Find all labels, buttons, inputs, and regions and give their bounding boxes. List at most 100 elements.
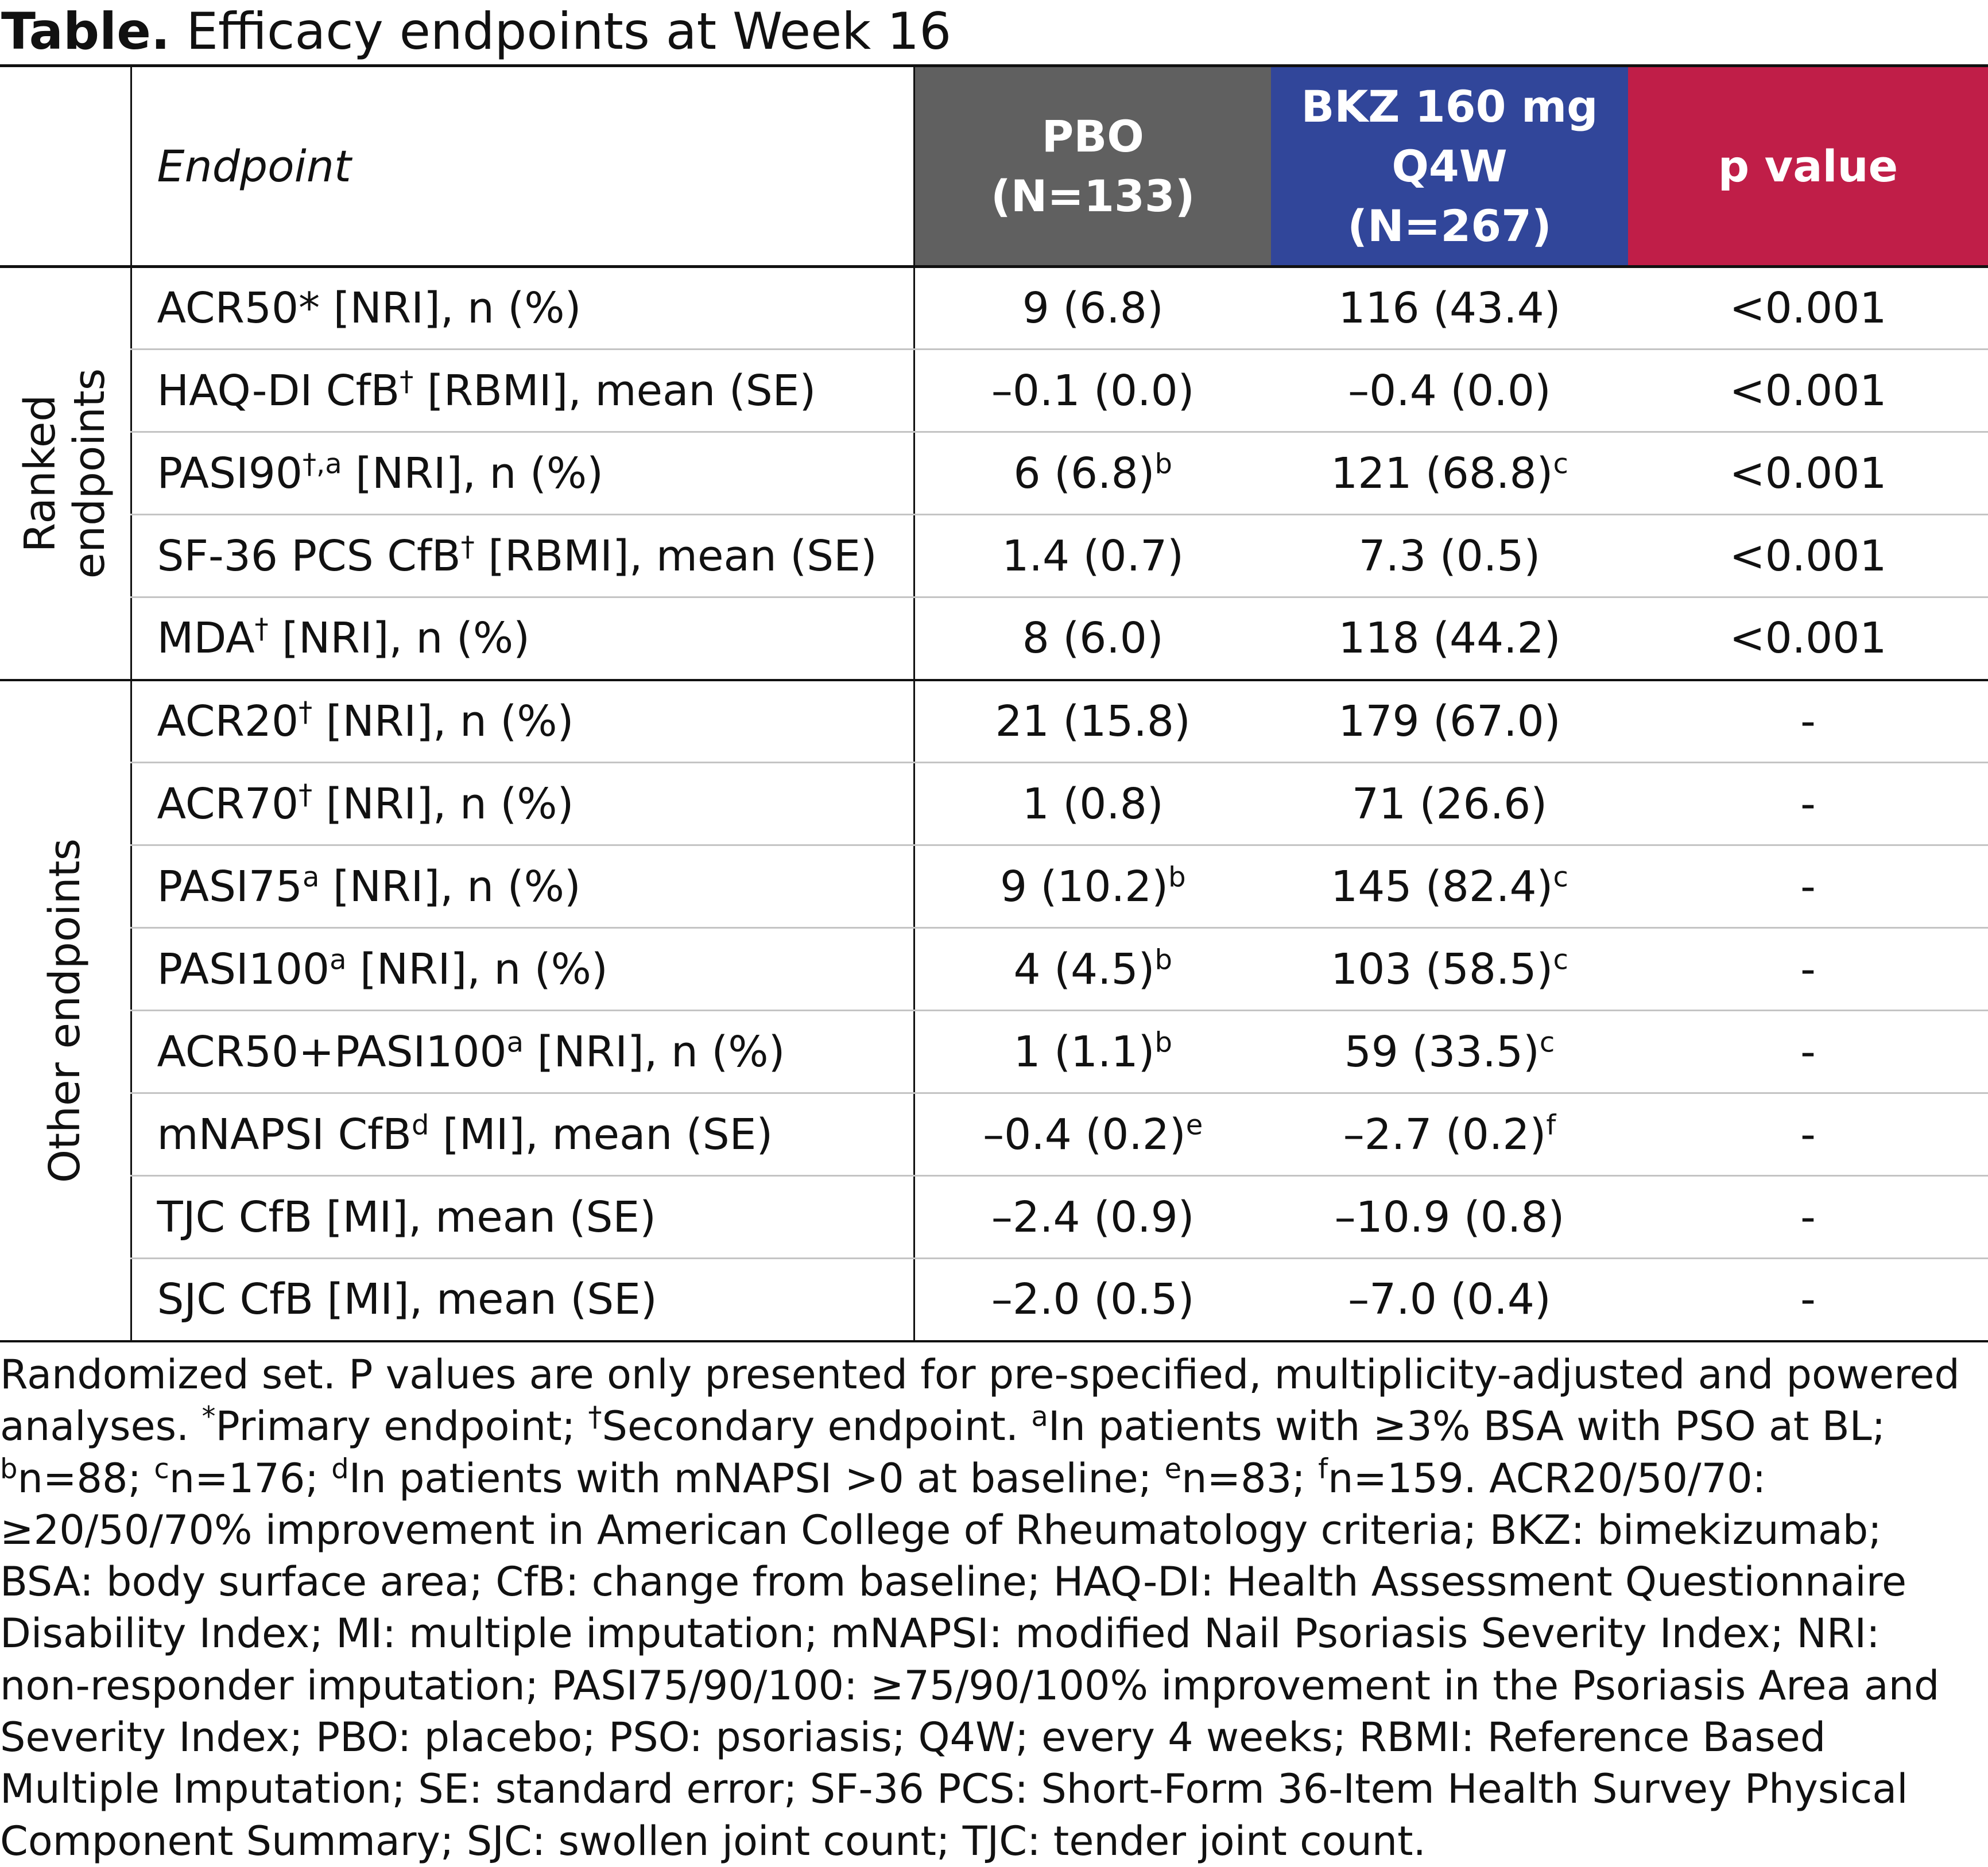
pbo-value-text: 1.4 (0.7) (1002, 531, 1184, 581)
bkz-value-text: 59 (33.5) (1344, 1027, 1540, 1077)
pbo-value-text: 4 (4.5) (1013, 944, 1155, 994)
footnote-sup: a (1031, 1400, 1048, 1433)
footnote-text: n=159. ACR20/50/70: ≥20/50/70% improveme… (0, 1454, 1940, 1865)
pbo-value-text: –2.4 (0.9) (991, 1192, 1195, 1242)
bkz-footnote-mark: c (1553, 860, 1568, 893)
pvalue-header: p value (1628, 64, 1988, 268)
footnote-sup: d (331, 1453, 349, 1485)
bkz-value: 59 (33.5)c (1271, 1010, 1628, 1094)
pbo-value: 1.4 (0.7) (914, 514, 1271, 598)
endpoint-detail: [NRI], n (%) (524, 1027, 785, 1077)
endpoint-detail: [NRI], n (%) (312, 696, 574, 746)
bkz-footnote-mark: c (1553, 943, 1568, 976)
pbo-header-line1: PBO (1041, 110, 1144, 162)
endpoint-detail: [NRI], n (%) (342, 448, 604, 498)
table-row: SJC CfB [MI], mean (SE) –2.0 (0.5) –7.0 (0… (0, 1258, 1988, 1342)
footnote-text: n=88; (17, 1454, 154, 1502)
footnote-sup: c (154, 1453, 169, 1485)
endpoint-detail: [NRI], n (%) (320, 284, 582, 333)
p-value: - (1628, 1258, 1988, 1342)
bkz-value: 116 (43.4) (1271, 266, 1628, 350)
endpoint-name: PASI75 (157, 861, 303, 911)
endpoint-label: PASI75a [NRI], n (%) (130, 845, 915, 929)
header-row: Endpoint PBO (N=133) BKZ 160 mg Q4W (N=2… (0, 64, 1988, 268)
endpoint-footnote-mark: † (254, 612, 269, 645)
pbo-footnote-mark: b (1168, 860, 1186, 893)
endpoint-label: TJC CfB [MI], mean (SE) (130, 1175, 915, 1259)
pbo-header-line2: (N=133) (991, 170, 1195, 222)
endpoint-detail: [NRI], n (%) (346, 944, 608, 994)
bkz-header-line1: BKZ 160 mg (1301, 80, 1598, 132)
pbo-header: PBO (N=133) (914, 64, 1271, 268)
pbo-value-text: 6 (6.8) (1013, 448, 1155, 498)
endpoint-name: SJC CfB [MI], mean (SE) (157, 1275, 657, 1325)
bkz-footnote-mark: f (1546, 1108, 1556, 1141)
endpoint-detail: [NRI], n (%) (312, 779, 574, 829)
endpoint-footnote-mark: †,a (302, 447, 342, 480)
bkz-value-text: 116 (43.4) (1338, 284, 1561, 333)
pbo-value: 1 (1.1)b (914, 1010, 1271, 1094)
pbo-value-text: 8 (6.0) (1022, 614, 1164, 663)
endpoint-detail: [RBMI], mean (SE) (413, 366, 816, 416)
bkz-value: –7.0 (0.4) (1271, 1258, 1628, 1342)
endpoint-detail: [RBMI], mean (SE) (474, 531, 877, 581)
table-row: MDA† [NRI], n (%) 8 (6.0) 118 (44.2) <0.001 (0, 597, 1988, 681)
pbo-value-text: 1 (0.8) (1022, 779, 1164, 829)
endpoint-name: MDA (157, 614, 255, 663)
endpoint-footnote-mark: † (299, 778, 313, 810)
endpoint-footnote-mark: a (330, 943, 347, 976)
endpoint-footnote-mark: a (302, 860, 320, 893)
table-row: ACR50+PASI100a [NRI], n (%) 1 (1.1)b 59 (3… (0, 1010, 1988, 1094)
p-value: <0.001 (1628, 514, 1988, 598)
bkz-footnote-mark: c (1539, 1026, 1555, 1058)
footnote-sup: b (0, 1453, 18, 1485)
table-row: HAQ-DI CfB† [RBMI], mean (SE) –0.1 (0.0) –… (0, 349, 1988, 433)
footnote: Randomized set. P values are only presen… (0, 1349, 1975, 1867)
bkz-value: 7.3 (0.5) (1271, 514, 1628, 598)
endpoint-name: PASI100 (157, 944, 330, 994)
footnote-text: n=176; (169, 1454, 332, 1502)
p-value: - (1628, 845, 1988, 929)
p-value: - (1628, 680, 1988, 763)
pbo-value: 4 (4.5)b (914, 927, 1271, 1011)
footnote-sup: e (1164, 1453, 1182, 1485)
ranked-endpoints-label: Ranked endpoints (15, 368, 114, 579)
footnote-sup: † (588, 1400, 602, 1433)
bkz-value-text: 179 (67.0) (1338, 696, 1561, 746)
table-row: PASI100a [NRI], n (%) 4 (4.5)b 103 (58.5)c… (0, 927, 1988, 1011)
p-value: - (1628, 1093, 1988, 1177)
title-bold: Table. (1, 2, 170, 61)
endpoint-name: ACR20 (157, 696, 299, 746)
bkz-value-text: 118 (44.2) (1338, 614, 1561, 663)
bkz-value-text: –7.0 (0.4) (1348, 1275, 1551, 1325)
bkz-value-text: 71 (26.6) (1351, 779, 1548, 829)
ranked-label-line1: Ranked (15, 394, 65, 553)
footnote-sup: * (201, 1400, 216, 1433)
bkz-value: 103 (58.5)c (1271, 927, 1628, 1011)
footnote-text: Secondary endpoint. (602, 1403, 1032, 1450)
table-row: Other endpoints ACR20† [NRI], n (%) 21 (15… (0, 680, 1988, 1342)
pbo-value-text: 9 (10.2) (999, 861, 1169, 911)
table-row: PASI75a [NRI], n (%) 9 (10.2)b 145 (82.4)c… (0, 845, 1988, 929)
endpoint-label: mNAPSI CfBd [MI], mean (SE) (130, 1093, 915, 1177)
endpoint-footnote-mark: a (506, 1026, 524, 1058)
p-value: - (1628, 762, 1988, 846)
footnote-text: In patients with mNAPSI >0 at baseline; (348, 1454, 1165, 1502)
endpoint-label: PASI90†,a [NRI], n (%) (130, 432, 915, 515)
endpoint-name: ACR50* (157, 284, 320, 333)
endpoint-label: ACR20† [NRI], n (%) (130, 680, 915, 763)
endpoint-name: HAQ-DI CfB (157, 366, 400, 416)
table-title: Table. Efficacy endpoints at Week 16 (1, 1, 951, 62)
bkz-value: –2.7 (0.2)f (1271, 1093, 1628, 1177)
footnote-sup: f (1318, 1453, 1328, 1485)
p-value: <0.001 (1628, 597, 1988, 681)
bkz-value-text: –0.4 (0.0) (1348, 366, 1551, 416)
endpoint-name: mNAPSI CfB (157, 1109, 412, 1159)
pbo-value: 8 (6.0) (914, 597, 1271, 681)
p-value: <0.001 (1628, 432, 1988, 515)
endpoint-name: SF-36 PCS CfB (157, 531, 461, 581)
endpoint-footnote-mark: d (412, 1108, 429, 1141)
bkz-value-text: 121 (68.8) (1331, 448, 1553, 498)
bkz-value: –0.4 (0.0) (1271, 349, 1628, 433)
bkz-value: –10.9 (0.8) (1271, 1175, 1628, 1259)
